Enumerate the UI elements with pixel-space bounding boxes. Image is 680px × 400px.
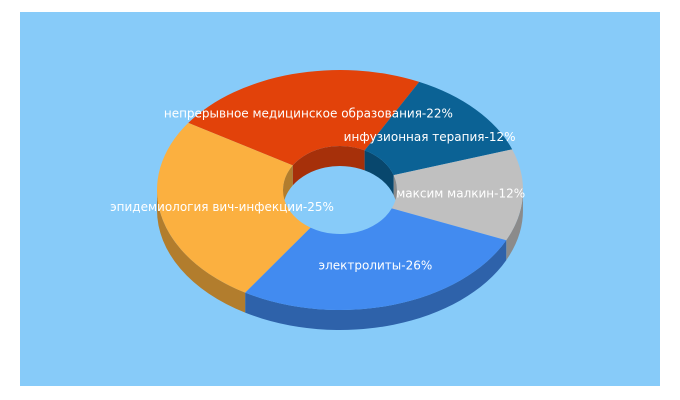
inner-walls xyxy=(282,146,397,210)
slice-inner-wall-4 xyxy=(282,165,293,210)
slice-0 xyxy=(188,69,420,166)
slice-label-4: эпидемиология вич-инфекции-25% xyxy=(110,200,334,214)
slice-sides xyxy=(156,190,523,331)
slice-3 xyxy=(245,208,507,311)
slice-side-3 xyxy=(245,240,507,331)
slice-inner-wall-0 xyxy=(292,146,365,186)
slice-inner-wall-1 xyxy=(364,150,394,196)
slice-label-1: инфузионная терапия-12% xyxy=(344,130,516,144)
slice-1 xyxy=(364,81,513,176)
slice-labels: непрерывное медицинское образования-22% и… xyxy=(110,107,525,273)
slice-4 xyxy=(157,122,311,293)
donut-chart: непрерывное медицинское образования-22% и… xyxy=(110,69,525,331)
slice-tops xyxy=(157,69,524,311)
slice-side-4 xyxy=(156,190,246,313)
slice-side-2 xyxy=(506,190,523,261)
slice-label-3: электролиты-26% xyxy=(319,259,433,273)
slice-label-0: непрерывное медицинское образования-22% xyxy=(164,107,453,121)
slice-label-2: максим малкин-12% xyxy=(396,186,525,200)
slice-2 xyxy=(391,149,524,241)
chart-panel: непрерывное медицинское образования-22% и… xyxy=(20,12,660,386)
